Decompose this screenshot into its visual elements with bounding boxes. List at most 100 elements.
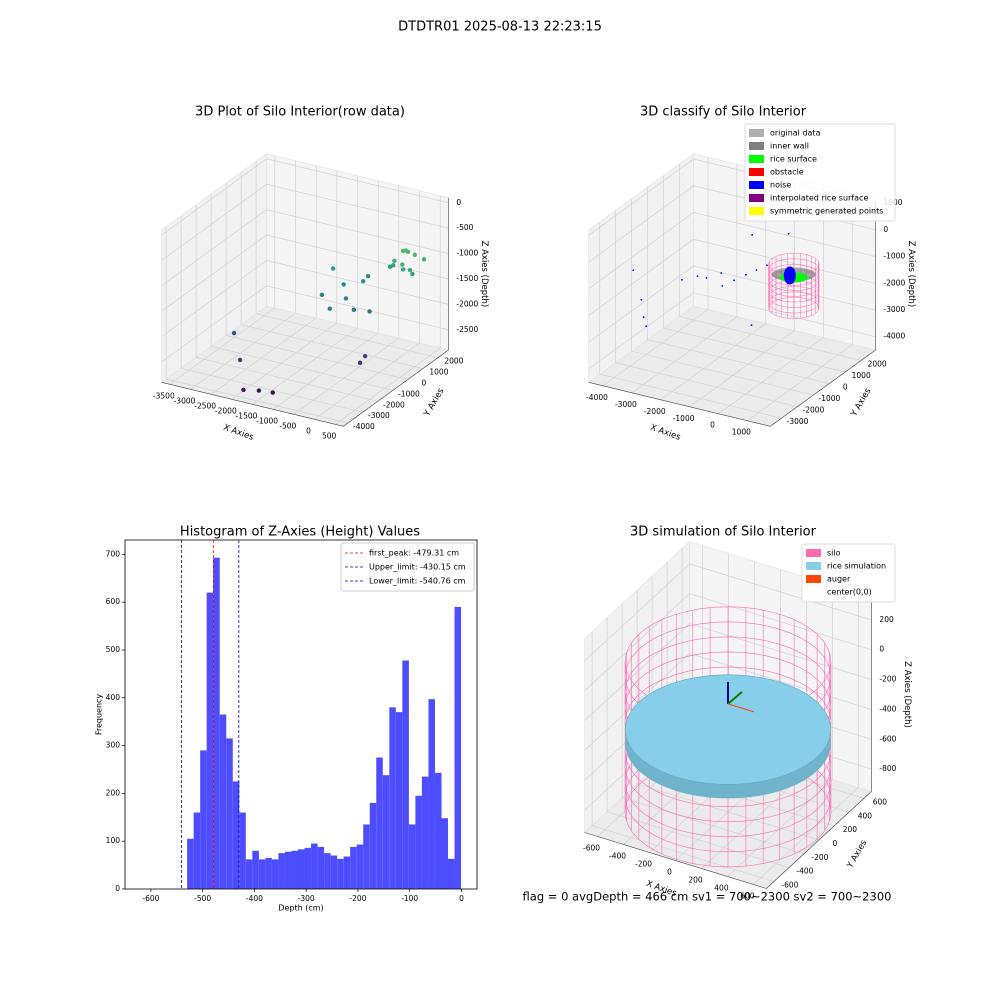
y-tick-label: 600 — [106, 597, 121, 606]
bar — [252, 850, 259, 889]
z-tick-label: -4000 — [883, 332, 905, 341]
bar — [278, 853, 285, 889]
bar — [232, 781, 240, 889]
legend-swatch — [749, 142, 764, 150]
legend-swatch — [806, 575, 821, 583]
grid-line — [210, 194, 393, 391]
bar — [226, 738, 233, 889]
z-axis-label: Z Axies (Depth) — [479, 241, 489, 308]
grid-line — [588, 212, 876, 289]
y-tick-label: -2000 — [383, 400, 405, 409]
point — [319, 292, 325, 298]
grid-line — [636, 590, 820, 841]
point — [750, 324, 753, 327]
bar — [448, 858, 455, 889]
point — [751, 233, 754, 236]
z-tick-label: 0 — [456, 198, 461, 207]
legend-label: rice surface — [770, 155, 817, 164]
z-tick-label: -200 — [879, 675, 896, 684]
point — [343, 296, 349, 301]
legend-label: rice simulation — [827, 562, 886, 571]
bar — [311, 843, 318, 889]
grid-line — [195, 204, 378, 402]
point — [241, 387, 246, 392]
z-tick-label: -600 — [879, 734, 896, 743]
y-tick-label: 200 — [106, 788, 121, 797]
legend-label: original data — [770, 129, 821, 138]
z-tick-label: -800 — [879, 764, 896, 773]
bar — [389, 707, 396, 889]
point — [407, 267, 413, 273]
grid-line — [662, 175, 846, 373]
z-tick-label: -500 — [456, 223, 473, 232]
x-tick-label: 0 — [306, 426, 311, 435]
grid-line — [689, 178, 795, 408]
grid-line — [161, 285, 449, 363]
legend-label: Upper_limit: -430.15 cm — [369, 563, 466, 572]
point — [421, 257, 427, 262]
grid-line — [180, 215, 363, 413]
point — [362, 353, 368, 359]
x-tick-label: -4000 — [586, 393, 608, 402]
point — [787, 232, 790, 235]
x-tick-label: -1000 — [673, 414, 695, 423]
grid-line — [169, 155, 276, 385]
z-tick-label: -1000 — [456, 249, 478, 258]
y-tick-label: 100 — [106, 836, 121, 845]
x-tick-label: 500 — [322, 431, 337, 440]
point — [360, 279, 366, 284]
grid-line — [584, 623, 872, 721]
y-tick-label: 200 — [843, 825, 858, 834]
bar — [206, 592, 214, 889]
x-tick-label: -500 — [194, 894, 211, 903]
legend-label: interpolated rice surface — [770, 194, 868, 203]
noise-cluster — [783, 266, 796, 285]
bar — [382, 775, 390, 889]
bar — [245, 859, 253, 889]
point — [330, 266, 336, 271]
grid-line — [161, 234, 449, 312]
x-tick-label: -200 — [635, 859, 652, 868]
point — [696, 275, 699, 278]
grid-line — [210, 165, 317, 395]
point — [755, 269, 758, 271]
x-tick-label: -3000 — [174, 396, 196, 405]
y-tick-label: 0 — [115, 884, 120, 893]
bar — [454, 606, 462, 889]
grid-line — [588, 265, 876, 343]
y-tick-label: 600 — [873, 797, 888, 806]
legend-label: first_peak: -479.31 cm — [369, 549, 459, 558]
legend-label: obstacle — [770, 168, 804, 177]
z-tick-label: -3000 — [883, 305, 905, 314]
x-tick-label: -400 — [609, 851, 626, 860]
legend-label: center(0,0) — [827, 588, 872, 597]
bar — [434, 772, 442, 889]
grid-line — [602, 157, 709, 387]
x-tick-label: -3000 — [615, 400, 637, 409]
legend-label: auger — [827, 575, 851, 584]
x-tick-label: -2000 — [215, 406, 237, 415]
legend-swatch — [749, 194, 764, 202]
x-axis-line — [584, 832, 767, 889]
bar — [356, 844, 364, 889]
grid-line — [334, 195, 441, 425]
legend-label: noise — [770, 181, 791, 190]
bar — [187, 838, 194, 889]
point — [410, 271, 415, 277]
grid-line — [161, 183, 449, 261]
grid-line — [660, 171, 767, 401]
x-tick-label: 0 — [710, 421, 715, 430]
y-tick-label: -1000 — [818, 394, 840, 403]
legend-swatch — [749, 168, 764, 176]
z-axis-label: Z Axies (Depth) — [906, 241, 916, 308]
grid-line — [255, 161, 438, 359]
point — [721, 284, 724, 287]
z-tick-label: -2000 — [883, 278, 905, 287]
grid-line — [678, 164, 862, 361]
point — [357, 360, 363, 366]
x-tick-label: 400 — [714, 883, 729, 892]
y-tick-label: 500 — [106, 645, 121, 654]
plot-frame — [124, 539, 478, 890]
point — [231, 330, 237, 336]
